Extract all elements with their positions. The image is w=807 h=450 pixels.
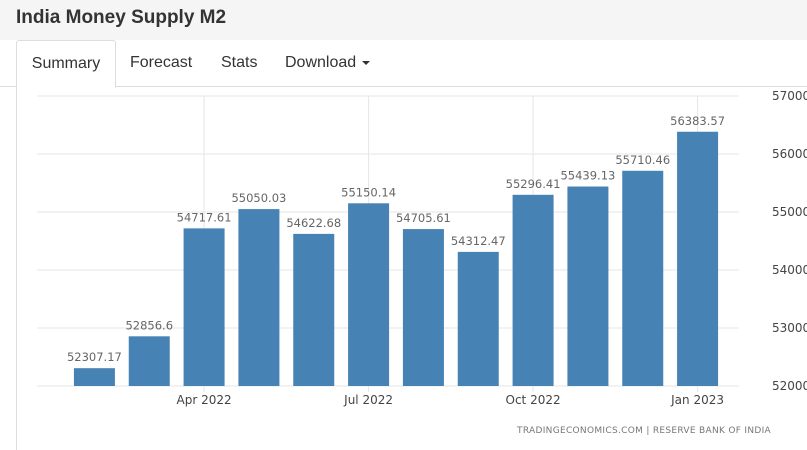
tab-download[interactable]: Download: [285, 40, 371, 86]
bar: [402, 229, 444, 386]
bar: [183, 228, 225, 386]
bar-value-label: 55150.14: [341, 185, 396, 199]
bar-value-label: 54312.47: [451, 234, 506, 248]
x-tick-label: Jan 2023: [670, 393, 724, 407]
bar-value-label: 55439.13: [560, 169, 615, 183]
x-tick-label: Oct 2022: [506, 393, 561, 407]
bar: [677, 131, 719, 386]
bar-value-label: 52856.6: [125, 318, 173, 332]
bar: [128, 336, 170, 386]
bar-value-label: 55296.41: [506, 177, 561, 191]
bar: [293, 233, 335, 386]
tab-forecast[interactable]: Forecast: [130, 54, 193, 71]
source-credit: TRADINGECONOMICS.COM | RESERVE BANK OF I…: [517, 426, 771, 436]
bar-value-label: 56383.57: [670, 114, 725, 128]
bar: [567, 186, 609, 386]
x-tick-label: Apr 2022: [177, 393, 232, 407]
tab-stats[interactable]: Stats: [221, 54, 258, 71]
bar: [457, 251, 499, 386]
bar-chart: 52000 53000 54000 55000 56000 57000 52307.17 52…: [37, 89, 807, 407]
y-tick-label: 52000: [772, 379, 807, 393]
x-tick-label: Jul 2022: [343, 393, 393, 407]
caret-down-icon: [362, 60, 371, 65]
bar: [73, 368, 115, 386]
bar: [622, 170, 664, 386]
tab-download-label: Download: [285, 54, 357, 71]
bar-value-label: 54717.61: [177, 210, 232, 224]
y-tick-label: 55000: [772, 205, 807, 219]
page-title: India Money Supply M2: [16, 7, 227, 28]
bar: [238, 209, 280, 386]
y-tick-label: 57000: [772, 89, 807, 103]
y-tick-label: 54000: [772, 263, 807, 277]
bar-value-label: 55710.46: [615, 153, 670, 167]
tab-summary[interactable]: Summary: [16, 40, 116, 88]
chart-panel: 52000 53000 54000 55000 56000 57000 52307.17 52…: [16, 86, 807, 450]
header-bar: India Money Supply M2: [0, 0, 807, 41]
y-tick-label: 53000: [772, 321, 807, 335]
bar-value-label: 52307.17: [67, 350, 122, 364]
y-tick-label: 56000: [772, 147, 807, 161]
bar-value-label: 55050.03: [231, 191, 286, 205]
tab-bar: Summary Forecast Stats Download: [0, 40, 807, 88]
bar-value-label: 54705.61: [396, 211, 451, 225]
bar: [512, 194, 554, 386]
bar: [348, 203, 390, 386]
bar-value-label: 54622.68: [286, 216, 341, 230]
